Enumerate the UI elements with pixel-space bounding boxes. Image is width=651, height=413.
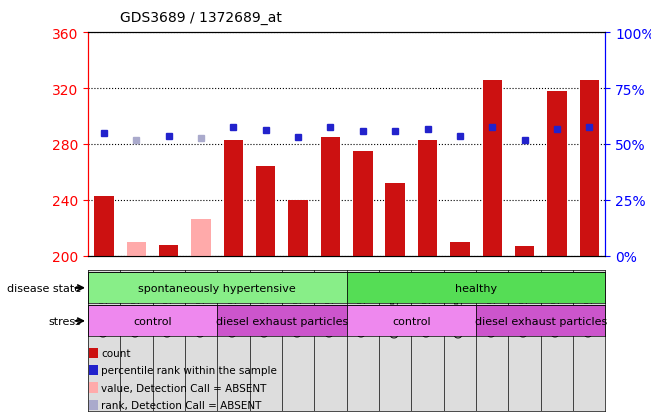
- Bar: [347, 306, 476, 337]
- Bar: [547, 92, 566, 256]
- Text: GSM245153: GSM245153: [358, 278, 368, 337]
- Text: GSM245143: GSM245143: [196, 278, 206, 337]
- Text: GSM245141: GSM245141: [132, 278, 141, 337]
- Text: healthy: healthy: [455, 283, 497, 293]
- Text: control: control: [133, 316, 172, 326]
- Bar: [94, 196, 114, 256]
- Bar: [288, 200, 308, 256]
- Text: GSM245156: GSM245156: [422, 278, 432, 337]
- Text: GSM245149: GSM245149: [293, 278, 303, 337]
- Text: rank, Detection Call = ABSENT: rank, Detection Call = ABSENT: [101, 400, 261, 410]
- Bar: [385, 183, 405, 256]
- Text: GSM245147: GSM245147: [261, 278, 271, 337]
- Text: GSM245145: GSM245145: [229, 278, 238, 337]
- Bar: [579, 81, 599, 256]
- Bar: [450, 242, 469, 256]
- Bar: [127, 242, 146, 256]
- Bar: [418, 140, 437, 256]
- Text: GSM245162: GSM245162: [552, 278, 562, 337]
- Text: stress: stress: [49, 316, 81, 326]
- Bar: [159, 245, 178, 256]
- Bar: [482, 81, 502, 256]
- Text: GSM245142: GSM245142: [164, 278, 174, 337]
- Bar: [88, 306, 217, 337]
- Bar: [353, 152, 372, 256]
- Text: value, Detection Call = ABSENT: value, Detection Call = ABSENT: [101, 383, 266, 393]
- Text: count: count: [101, 348, 130, 358]
- Text: GSM245163: GSM245163: [584, 278, 594, 337]
- Text: control: control: [392, 316, 431, 326]
- Bar: [217, 306, 347, 337]
- Bar: [476, 306, 605, 337]
- Text: diesel exhaust particles: diesel exhaust particles: [216, 316, 348, 326]
- Text: GSM245151: GSM245151: [326, 278, 335, 337]
- Text: disease state: disease state: [7, 283, 81, 293]
- Text: GSM245158: GSM245158: [487, 278, 497, 337]
- Text: GSM245155: GSM245155: [390, 278, 400, 337]
- Bar: [191, 220, 211, 256]
- Bar: [256, 167, 275, 256]
- Text: GSM245160: GSM245160: [519, 278, 529, 337]
- Text: GSM245157: GSM245157: [455, 278, 465, 337]
- Bar: [321, 138, 340, 256]
- Bar: [88, 273, 347, 304]
- Bar: [515, 246, 534, 256]
- Text: GDS3689 / 1372689_at: GDS3689 / 1372689_at: [120, 11, 283, 25]
- Bar: [224, 140, 243, 256]
- Text: GSM245140: GSM245140: [99, 278, 109, 337]
- Text: percentile rank within the sample: percentile rank within the sample: [101, 366, 277, 375]
- Text: diesel exhaust particles: diesel exhaust particles: [475, 316, 607, 326]
- Text: spontaneously hypertensive: spontaneously hypertensive: [139, 283, 296, 293]
- Bar: [347, 273, 605, 304]
